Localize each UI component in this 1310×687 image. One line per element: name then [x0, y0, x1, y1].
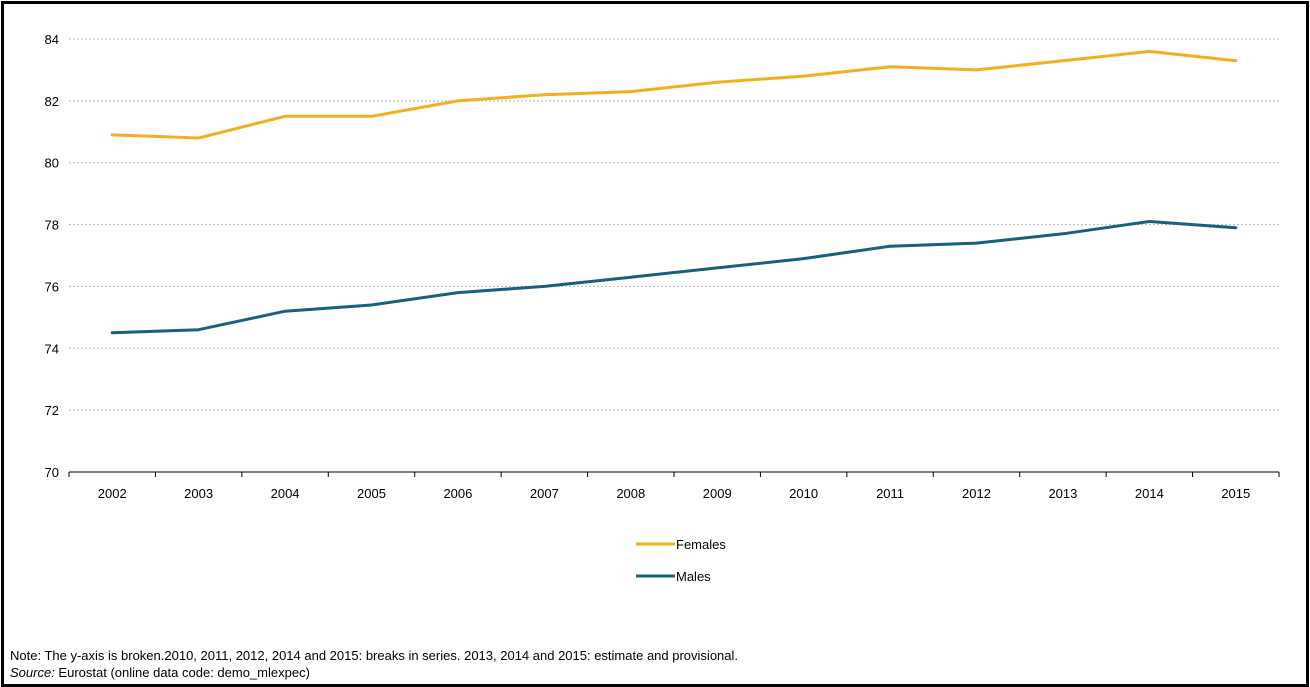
- y-tick-label-78: 78: [45, 218, 59, 233]
- point-males-2013: [1061, 232, 1064, 235]
- point-females-2004: [284, 115, 287, 118]
- point-males-2004: [284, 310, 287, 313]
- x-tick-label-2002: 2002: [98, 486, 127, 501]
- point-females-2009: [716, 81, 719, 84]
- point-males-2015: [1234, 226, 1237, 229]
- y-tick-label-84: 84: [45, 32, 59, 47]
- point-males-2002: [111, 331, 114, 334]
- x-tick-label-2004: 2004: [271, 486, 300, 501]
- y-tick-label-76: 76: [45, 279, 59, 294]
- y-tick-label-72: 72: [45, 403, 59, 418]
- x-tick-label-2009: 2009: [703, 486, 732, 501]
- source-label: Source:: [10, 665, 55, 680]
- y-tick-label-82: 82: [45, 94, 59, 109]
- point-males-2005: [370, 303, 373, 306]
- chart-notes: Note: The y-axis is broken.2010, 2011, 2…: [10, 647, 738, 681]
- point-males-2012: [975, 242, 978, 245]
- x-tick-label-2007: 2007: [530, 486, 559, 501]
- point-females-2005: [370, 115, 373, 118]
- x-tick-label-2012: 2012: [962, 486, 991, 501]
- series-line-males: [110, 220, 1238, 335]
- x-tick-label-2013: 2013: [1048, 486, 1077, 501]
- point-females-2006: [456, 99, 459, 102]
- legend-label-males: Males: [676, 569, 711, 584]
- point-males-2007: [543, 285, 546, 288]
- series-line-females: [110, 49, 1238, 140]
- point-males-2006: [456, 291, 459, 294]
- point-males-2010: [802, 257, 805, 260]
- y-tick-label-70: 70: [45, 465, 59, 480]
- x-tick-label-2008: 2008: [616, 486, 645, 501]
- point-males-2003: [197, 328, 200, 331]
- y-tick-label-80: 80: [45, 156, 59, 171]
- x-tick-label-2014: 2014: [1135, 486, 1164, 501]
- point-females-2014: [1148, 50, 1151, 53]
- x-tick-label-2003: 2003: [184, 486, 213, 501]
- line-chart: 70 72 74 76 78 80 82 84 2002 2003 2004 2005 2006 2007…: [45, 32, 1280, 584]
- point-females-2007: [543, 93, 546, 96]
- note-text: Note: The y-axis is broken.2010, 2011, 2…: [10, 648, 739, 663]
- point-males-2008: [629, 276, 632, 279]
- point-females-2010: [802, 75, 805, 78]
- x-tick-label-2005: 2005: [357, 486, 386, 501]
- x-tick-label-2006: 2006: [443, 486, 472, 501]
- point-females-2011: [889, 65, 892, 68]
- point-females-2015: [1234, 59, 1237, 62]
- point-females-2003: [197, 136, 200, 139]
- point-males-2009: [716, 266, 719, 269]
- point-females-2012: [975, 68, 978, 71]
- y-tick-label-74: 74: [45, 341, 59, 356]
- point-males-2014: [1148, 220, 1151, 223]
- point-females-2002: [111, 133, 114, 136]
- x-tick-label-2010: 2010: [789, 486, 818, 501]
- x-tick-label-2015: 2015: [1221, 486, 1250, 501]
- source-line: Source: Eurostat (online data code: demo…: [10, 664, 738, 681]
- point-females-2008: [629, 90, 632, 93]
- point-females-2013: [1061, 59, 1064, 62]
- legend-label-females: Females: [676, 537, 726, 552]
- point-males-2011: [889, 245, 892, 248]
- source-text: Eurostat (online data code: demo_mlexpec…: [54, 665, 310, 680]
- x-tick-label-2011: 2011: [876, 486, 904, 501]
